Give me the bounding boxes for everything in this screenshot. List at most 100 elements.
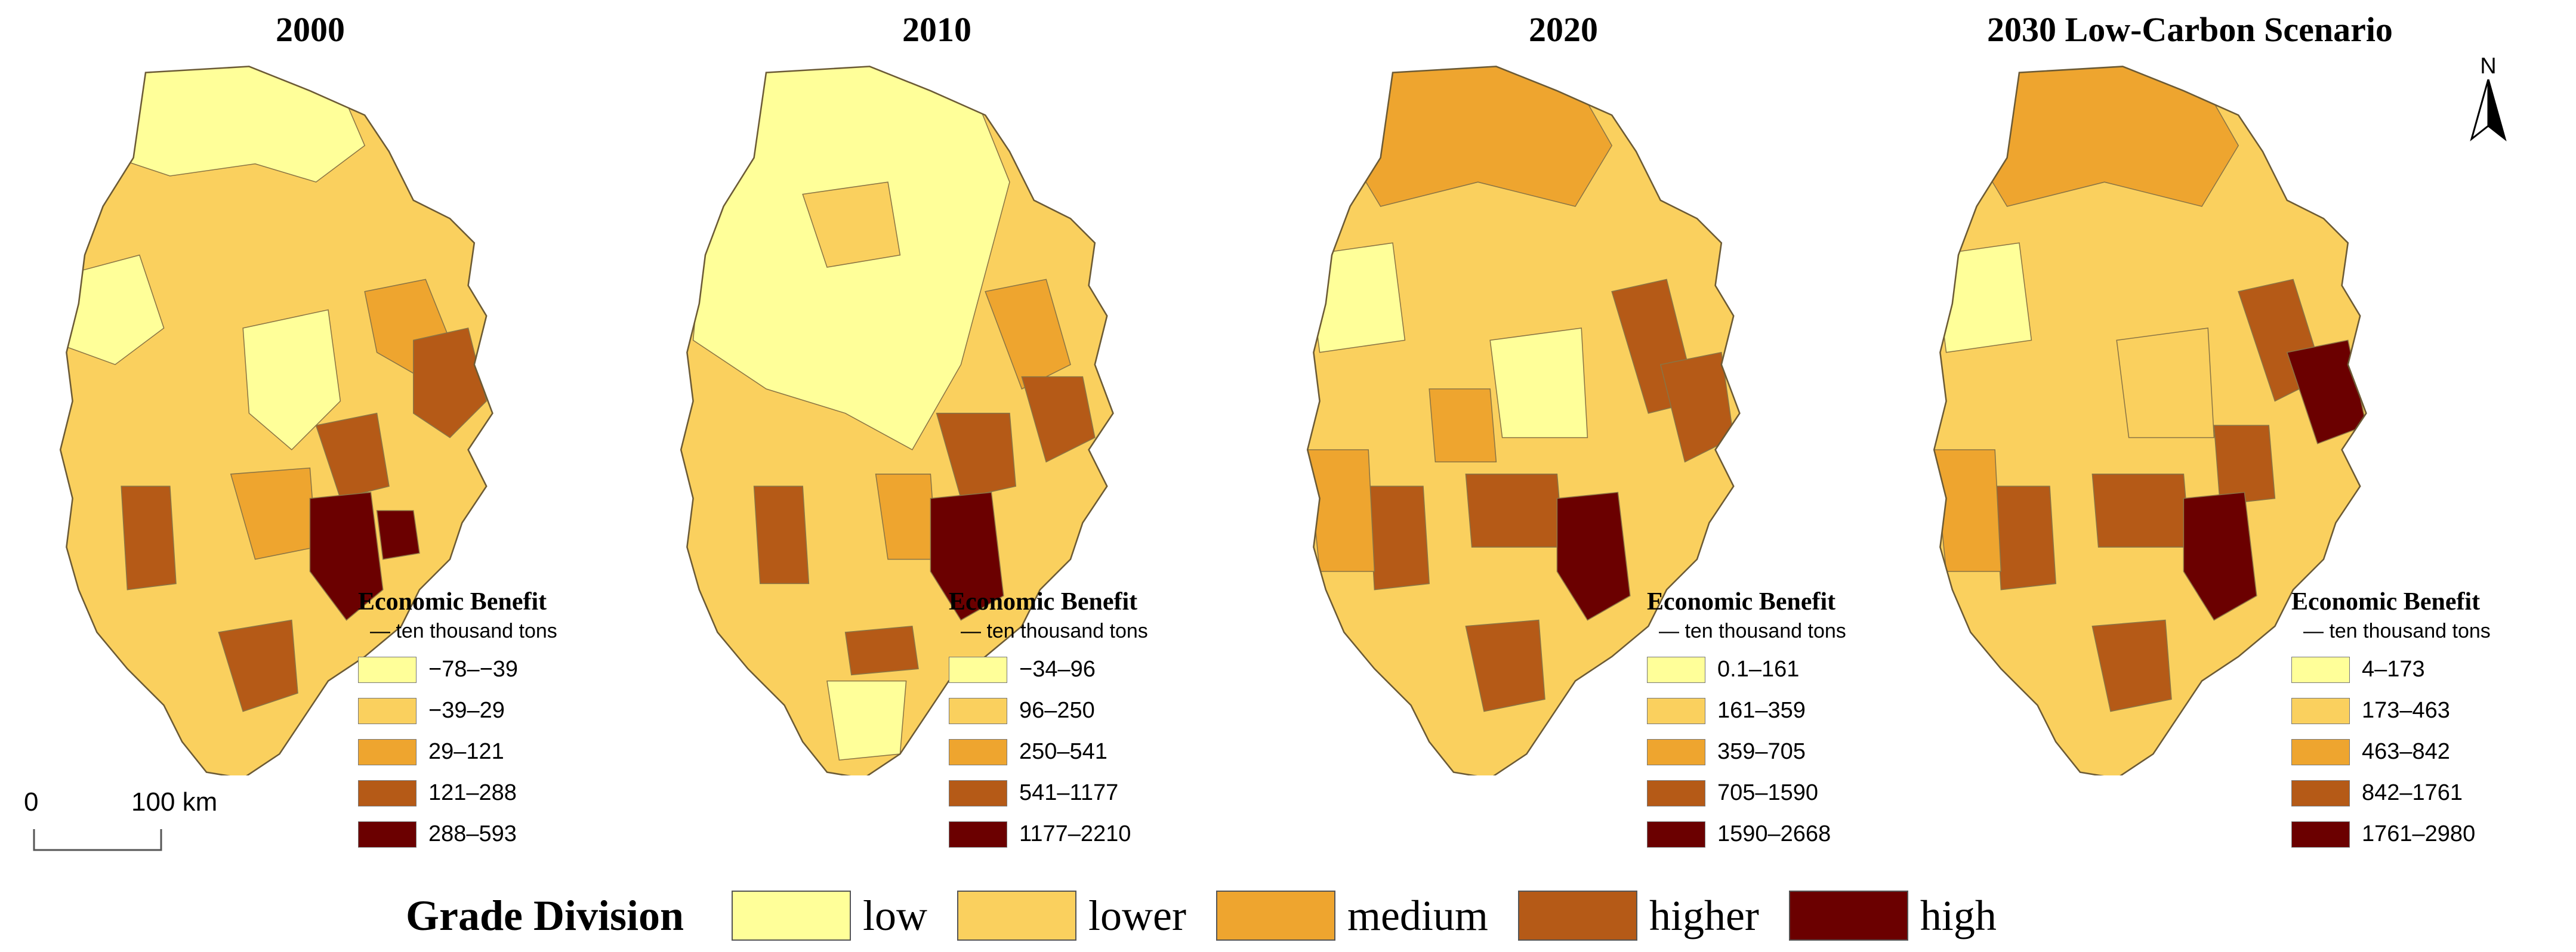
grade-item-high: high <box>1788 891 1997 941</box>
legend-swatch <box>1647 656 1705 683</box>
map-panel-2020: 2020 Economic Benefit — ten thousand ton… <box>1253 0 1874 883</box>
north-arrow: N <box>2464 54 2512 143</box>
region-interior-south <box>1429 388 1497 463</box>
grade-item-lower: lower <box>957 891 1186 941</box>
grade-swatch <box>1788 891 1908 941</box>
legend-label: −34–96 <box>1019 657 1096 682</box>
legend-label: 288–593 <box>428 821 517 846</box>
legend-title: Economic Benefit <box>1647 588 1836 616</box>
legend-swatch <box>358 738 417 765</box>
panel-title: 2020 <box>1529 10 1598 49</box>
legend-label: 463–842 <box>2362 739 2450 764</box>
grade-label: higher <box>1649 891 1759 939</box>
legend-row-high: 1177–2210 <box>949 814 1148 855</box>
legend-label: 4–173 <box>2362 657 2425 682</box>
region-map <box>1933 66 2367 775</box>
region-south-central <box>1465 474 1564 548</box>
region-central <box>1489 327 1588 438</box>
legend-swatch <box>1647 780 1705 806</box>
region-west <box>1307 242 1406 353</box>
region-mid-north <box>802 181 901 268</box>
legend-swatch <box>358 697 417 724</box>
legend-label: 1177–2210 <box>1019 821 1131 846</box>
region-zhangzhou <box>218 619 298 712</box>
legend-row-lower: 161–359 <box>1647 690 1846 731</box>
region-central <box>2116 327 2215 438</box>
legend-row-lower: 96–250 <box>949 690 1148 731</box>
legend-label: 173–463 <box>2362 698 2450 723</box>
legend-label: 541–1177 <box>1019 780 1119 805</box>
region-putian <box>315 412 390 499</box>
region-xiamen <box>376 510 420 560</box>
scale-bar-line <box>33 829 162 851</box>
legend-label: 1590–2668 <box>1717 821 1831 846</box>
region-fuzhou <box>413 327 488 438</box>
region-southwest <box>121 486 177 591</box>
legend-row-medium: 29–121 <box>358 731 557 772</box>
region-south-central <box>2091 474 2191 548</box>
legend-row-high: 1590–2668 <box>1647 814 1846 855</box>
region-zhangzhou <box>844 625 919 676</box>
region-quanzhou <box>930 492 1004 621</box>
region-putian <box>2213 425 2276 505</box>
legend-swatch <box>1647 697 1705 724</box>
legend-row-lower: 173–463 <box>2291 690 2491 731</box>
legend-row-higher: 842–1761 <box>2291 772 2491 814</box>
region-northeast-coast <box>985 279 1071 390</box>
legend-row-low: −78–−39 <box>358 649 557 690</box>
legend-label: 250–541 <box>1019 739 1107 764</box>
legend-swatch <box>949 656 1007 683</box>
region-putian <box>936 413 1017 499</box>
legend-label: 29–121 <box>428 739 504 764</box>
legend-unit: — ten thousand tons <box>370 620 557 642</box>
legend-title: Economic Benefit <box>358 588 547 616</box>
legend-label: −78–−39 <box>428 657 519 682</box>
grade-swatch <box>957 891 1077 941</box>
legend-swatch <box>1647 738 1705 765</box>
map-legend: Economic Benefit — ten thousand tons 0.1… <box>1647 588 1846 855</box>
scale-bar-start-label: 0 <box>24 787 39 817</box>
panel-title: 2000 <box>276 10 345 49</box>
region-fuzhou <box>2286 339 2367 444</box>
grade-label: lower <box>1088 891 1186 939</box>
region-west <box>1934 242 2032 353</box>
map-legend: Economic Benefit — ten thousand tons 4–1… <box>2291 588 2491 855</box>
region-south-tip <box>826 680 907 761</box>
grade-swatch <box>1215 891 1335 941</box>
region-southwest <box>753 486 810 585</box>
legend-swatch <box>2291 738 2350 765</box>
legend-label: 121–288 <box>428 780 517 805</box>
legend-row-high: 288–593 <box>358 814 557 855</box>
legend-label: 161–359 <box>1717 698 1806 723</box>
legend-swatch <box>358 821 417 848</box>
legend-title: Economic Benefit <box>2291 588 2481 616</box>
legend-swatch <box>358 656 417 683</box>
legend-row-higher: 121–288 <box>358 772 557 814</box>
grade-label: medium <box>1347 891 1488 939</box>
legend-row-medium: 359–705 <box>1647 731 1846 772</box>
map-panel-2030: 2030 Low-Carbon Scenario Economic Benefi… <box>1880 0 2500 883</box>
grade-division-legend: Grade Division low lower medium higher h… <box>406 886 2026 945</box>
legend-label: −39–29 <box>428 698 505 723</box>
legend-row-medium: 250–541 <box>949 731 1148 772</box>
legend-swatch <box>949 697 1007 724</box>
grade-item-higher: higher <box>1517 891 1759 941</box>
legend-label: 0.1–161 <box>1717 657 1800 682</box>
legend-label: 1761–2980 <box>2362 821 2476 846</box>
legend-swatch <box>2291 821 2350 848</box>
region-zhangzhou <box>1465 619 1545 712</box>
legend-swatch <box>1647 821 1705 848</box>
region-quanzhou <box>1556 492 1631 621</box>
legend-row-low: 4–173 <box>2291 649 2491 690</box>
legend-row-high: 1761–2980 <box>2291 814 2491 855</box>
legend-label: 96–250 <box>1019 698 1095 723</box>
legend-swatch <box>949 780 1007 806</box>
region-north <box>115 66 366 183</box>
legend-row-low: 0.1–161 <box>1647 649 1846 690</box>
legend-title: Economic Benefit <box>949 588 1138 616</box>
legend-swatch <box>358 780 417 806</box>
legend-row-medium: 463–842 <box>2291 731 2491 772</box>
grade-swatch <box>1517 891 1637 941</box>
legend-row-lower: −39–29 <box>358 690 557 731</box>
region-map <box>680 66 1114 775</box>
